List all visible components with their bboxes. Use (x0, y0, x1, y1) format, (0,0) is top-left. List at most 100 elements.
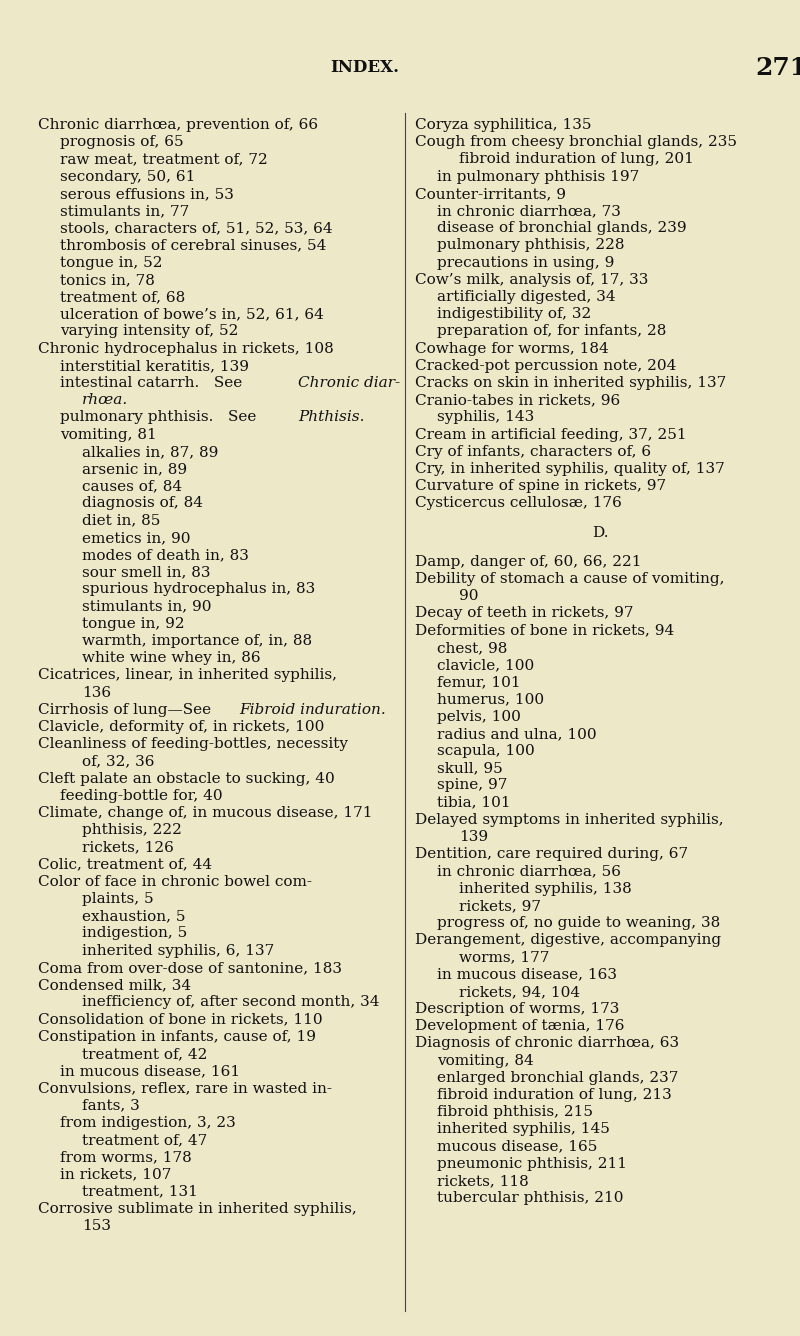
Text: inherited syphilis, 145: inherited syphilis, 145 (437, 1122, 610, 1137)
Text: serous effusions in, 53: serous effusions in, 53 (60, 187, 234, 200)
Text: in chronic diarrhœa, 73: in chronic diarrhœa, 73 (437, 204, 621, 218)
Text: spine, 97: spine, 97 (437, 779, 507, 792)
Text: Deformities of bone in rickets, 94: Deformities of bone in rickets, 94 (415, 624, 674, 637)
Text: prognosis of, 65: prognosis of, 65 (60, 135, 184, 150)
Text: raw meat, treatment of, 72: raw meat, treatment of, 72 (60, 152, 268, 167)
Text: fibroid induration of lung, 213: fibroid induration of lung, 213 (437, 1088, 672, 1102)
Text: varying intensity of, 52: varying intensity of, 52 (60, 325, 238, 338)
Text: Coma from over-dose of santonine, 183: Coma from over-dose of santonine, 183 (38, 961, 342, 975)
Text: radius and ulna, 100: radius and ulna, 100 (437, 727, 597, 741)
Text: treatment of, 47: treatment of, 47 (82, 1133, 207, 1146)
Text: Coryza syphilitica, 135: Coryza syphilitica, 135 (415, 118, 591, 132)
Text: vomiting, 81: vomiting, 81 (60, 428, 157, 442)
Text: progress of, no guide to weaning, 38: progress of, no guide to weaning, 38 (437, 916, 720, 930)
Text: Cicatrices, linear, in inherited syphilis,: Cicatrices, linear, in inherited syphili… (38, 668, 337, 683)
Text: Convulsions, reflex, rare in wasted in-: Convulsions, reflex, rare in wasted in- (38, 1081, 332, 1096)
Text: Cowhage for worms, 184: Cowhage for worms, 184 (415, 342, 609, 355)
Text: Colic, treatment of, 44: Colic, treatment of, 44 (38, 858, 212, 871)
Text: 90: 90 (459, 589, 478, 604)
Text: Cracked-pot percussion note, 204: Cracked-pot percussion note, 204 (415, 359, 676, 373)
Text: skull, 95: skull, 95 (437, 762, 502, 775)
Text: Cleanliness of feeding-bottles, necessity: Cleanliness of feeding-bottles, necessit… (38, 737, 348, 751)
Text: stimulants in, 90: stimulants in, 90 (82, 600, 211, 613)
Text: Diagnosis of chronic diarrhœa, 63: Diagnosis of chronic diarrhœa, 63 (415, 1037, 679, 1050)
Text: Cough from cheesy bronchial glands, 235: Cough from cheesy bronchial glands, 235 (415, 135, 737, 150)
Text: pulmonary phthisis.   See: pulmonary phthisis. See (60, 410, 262, 425)
Text: tongue in, 92: tongue in, 92 (82, 617, 185, 631)
Text: disease of bronchial glands, 239: disease of bronchial glands, 239 (437, 222, 686, 235)
Text: Consolidation of bone in rickets, 110: Consolidation of bone in rickets, 110 (38, 1013, 322, 1026)
Text: stools, characters of, 51, 52, 53, 64: stools, characters of, 51, 52, 53, 64 (60, 222, 333, 235)
Text: treatment, 131: treatment, 131 (82, 1185, 198, 1198)
Text: inherited syphilis, 6, 137: inherited syphilis, 6, 137 (82, 943, 274, 958)
Text: pneumonic phthisis, 211: pneumonic phthisis, 211 (437, 1157, 627, 1170)
Text: Chronic diarrhœa, prevention of, 66: Chronic diarrhœa, prevention of, 66 (38, 118, 318, 132)
Text: Constipation in infants, cause of, 19: Constipation in infants, cause of, 19 (38, 1030, 316, 1043)
Text: modes of death in, 83: modes of death in, 83 (82, 548, 249, 562)
Text: in chronic diarrhœa, 56: in chronic diarrhœa, 56 (437, 864, 621, 879)
Text: Climate, change of, in mucous disease, 171: Climate, change of, in mucous disease, 1… (38, 806, 373, 820)
Text: tibia, 101: tibia, 101 (437, 796, 510, 810)
Text: of, 32, 36: of, 32, 36 (82, 755, 154, 768)
Text: Delayed symptoms in inherited syphilis,: Delayed symptoms in inherited syphilis, (415, 812, 724, 827)
Text: alkalies in, 87, 89: alkalies in, 87, 89 (82, 445, 218, 458)
Text: pulmonary phthisis, 228: pulmonary phthisis, 228 (437, 238, 625, 253)
Text: Cry, in inherited syphilis, quality of, 137: Cry, in inherited syphilis, quality of, … (415, 462, 725, 476)
Text: rickets, 97: rickets, 97 (459, 899, 541, 912)
Text: rickets, 118: rickets, 118 (437, 1174, 529, 1188)
Text: D.: D. (592, 525, 608, 540)
Text: Cracks on skin in inherited syphilis, 137: Cracks on skin in inherited syphilis, 13… (415, 375, 726, 390)
Text: interstitial keratitis, 139: interstitial keratitis, 139 (60, 359, 249, 373)
Text: diagnosis of, 84: diagnosis of, 84 (82, 497, 203, 510)
Text: from indigestion, 3, 23: from indigestion, 3, 23 (60, 1116, 236, 1130)
Text: clavicle, 100: clavicle, 100 (437, 659, 534, 672)
Text: Clavicle, deformity of, in rickets, 100: Clavicle, deformity of, in rickets, 100 (38, 720, 324, 733)
Text: fants, 3: fants, 3 (82, 1098, 140, 1113)
Text: secondary, 50, 61: secondary, 50, 61 (60, 170, 195, 183)
Text: treatment of, 68: treatment of, 68 (60, 290, 186, 305)
Text: vomiting, 84: vomiting, 84 (437, 1054, 534, 1067)
Text: arsenic in, 89: arsenic in, 89 (82, 462, 187, 476)
Text: emetics in, 90: emetics in, 90 (82, 530, 190, 545)
Text: Decay of teeth in rickets, 97: Decay of teeth in rickets, 97 (415, 607, 634, 620)
Text: Debility of stomach a cause of vomiting,: Debility of stomach a cause of vomiting, (415, 572, 725, 587)
Text: treatment of, 42: treatment of, 42 (82, 1047, 207, 1061)
Text: plaints, 5: plaints, 5 (82, 892, 154, 906)
Text: scapula, 100: scapula, 100 (437, 744, 534, 758)
Text: femur, 101: femur, 101 (437, 675, 521, 689)
Text: tonics in, 78: tonics in, 78 (60, 273, 155, 287)
Text: syphilis, 143: syphilis, 143 (437, 410, 534, 425)
Text: intestinal catarrh.   See: intestinal catarrh. See (60, 375, 247, 390)
Text: phthisis, 222: phthisis, 222 (82, 823, 182, 838)
Text: Derangement, digestive, accompanying: Derangement, digestive, accompanying (415, 934, 721, 947)
Text: Cirrhosis of lung—See: Cirrhosis of lung—See (38, 703, 216, 717)
Text: Cleft palate an obstacle to sucking, 40: Cleft palate an obstacle to sucking, 40 (38, 772, 334, 786)
Text: Counter-irritants, 9: Counter-irritants, 9 (415, 187, 566, 200)
Text: Cry of infants, characters of, 6: Cry of infants, characters of, 6 (415, 445, 651, 458)
Text: fibroid phthisis, 215: fibroid phthisis, 215 (437, 1105, 593, 1120)
Text: sour smell in, 83: sour smell in, 83 (82, 565, 210, 580)
Text: pelvis, 100: pelvis, 100 (437, 709, 521, 724)
Text: 271: 271 (755, 56, 800, 80)
Text: INDEX.: INDEX. (330, 60, 399, 76)
Text: indigestibility of, 32: indigestibility of, 32 (437, 307, 591, 321)
Text: ulceration of bowe’s in, 52, 61, 64: ulceration of bowe’s in, 52, 61, 64 (60, 307, 324, 321)
Text: artificially digested, 34: artificially digested, 34 (437, 290, 616, 305)
Text: rickets, 94, 104: rickets, 94, 104 (459, 985, 580, 999)
Text: Cream in artificial feeding, 37, 251: Cream in artificial feeding, 37, 251 (415, 428, 686, 442)
Text: rhœa.: rhœa. (82, 393, 128, 407)
Text: exhaustion, 5: exhaustion, 5 (82, 910, 186, 923)
Text: Condensed milk, 34: Condensed milk, 34 (38, 978, 191, 993)
Text: causes of, 84: causes of, 84 (82, 480, 182, 493)
Text: Phthisis.: Phthisis. (298, 410, 365, 425)
Text: Damp, danger of, 60, 66, 221: Damp, danger of, 60, 66, 221 (415, 554, 642, 569)
Text: Curvature of spine in rickets, 97: Curvature of spine in rickets, 97 (415, 480, 666, 493)
Text: inherited syphilis, 138: inherited syphilis, 138 (459, 882, 632, 895)
Text: rickets, 126: rickets, 126 (82, 840, 174, 855)
Text: 139: 139 (459, 830, 488, 844)
Text: enlarged bronchial glands, 237: enlarged bronchial glands, 237 (437, 1071, 678, 1085)
Text: fibroid induration of lung, 201: fibroid induration of lung, 201 (459, 152, 694, 167)
Text: Color of face in chronic bowel com-: Color of face in chronic bowel com- (38, 875, 312, 888)
Text: in mucous disease, 161: in mucous disease, 161 (60, 1063, 240, 1078)
Text: warmth, importance of, in, 88: warmth, importance of, in, 88 (82, 635, 312, 648)
